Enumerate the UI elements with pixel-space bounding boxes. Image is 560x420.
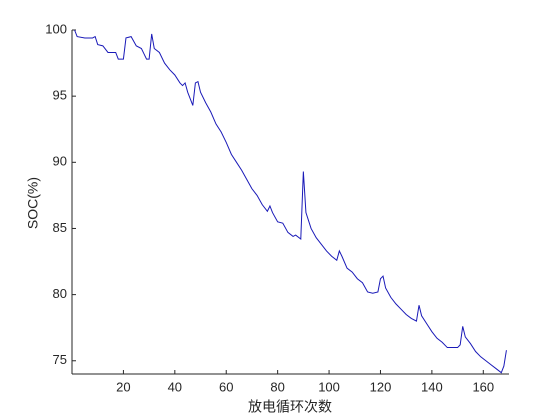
x-tick-label: 100 (318, 379, 340, 394)
y-tick-label: 95 (53, 88, 67, 103)
y-tick-label: 80 (53, 286, 67, 301)
x-tick-label: 60 (219, 379, 233, 394)
x-tick-label: 160 (472, 379, 494, 394)
x-tick-label: 140 (421, 379, 443, 394)
x-tick-label: 120 (370, 379, 392, 394)
x-tick-label: 40 (168, 379, 182, 394)
y-tick-label: 75 (53, 352, 67, 367)
data-line (74, 29, 507, 374)
x-tick-label: 80 (270, 379, 284, 394)
x-tick-label: 20 (116, 379, 130, 394)
x-axis-label: 放电循环次数 (248, 399, 332, 415)
y-tick-label: 85 (53, 220, 67, 235)
y-axis-label: SOC(%) (25, 177, 41, 229)
y-tick-label: 90 (53, 154, 67, 169)
y-tick-label: 100 (45, 21, 67, 36)
